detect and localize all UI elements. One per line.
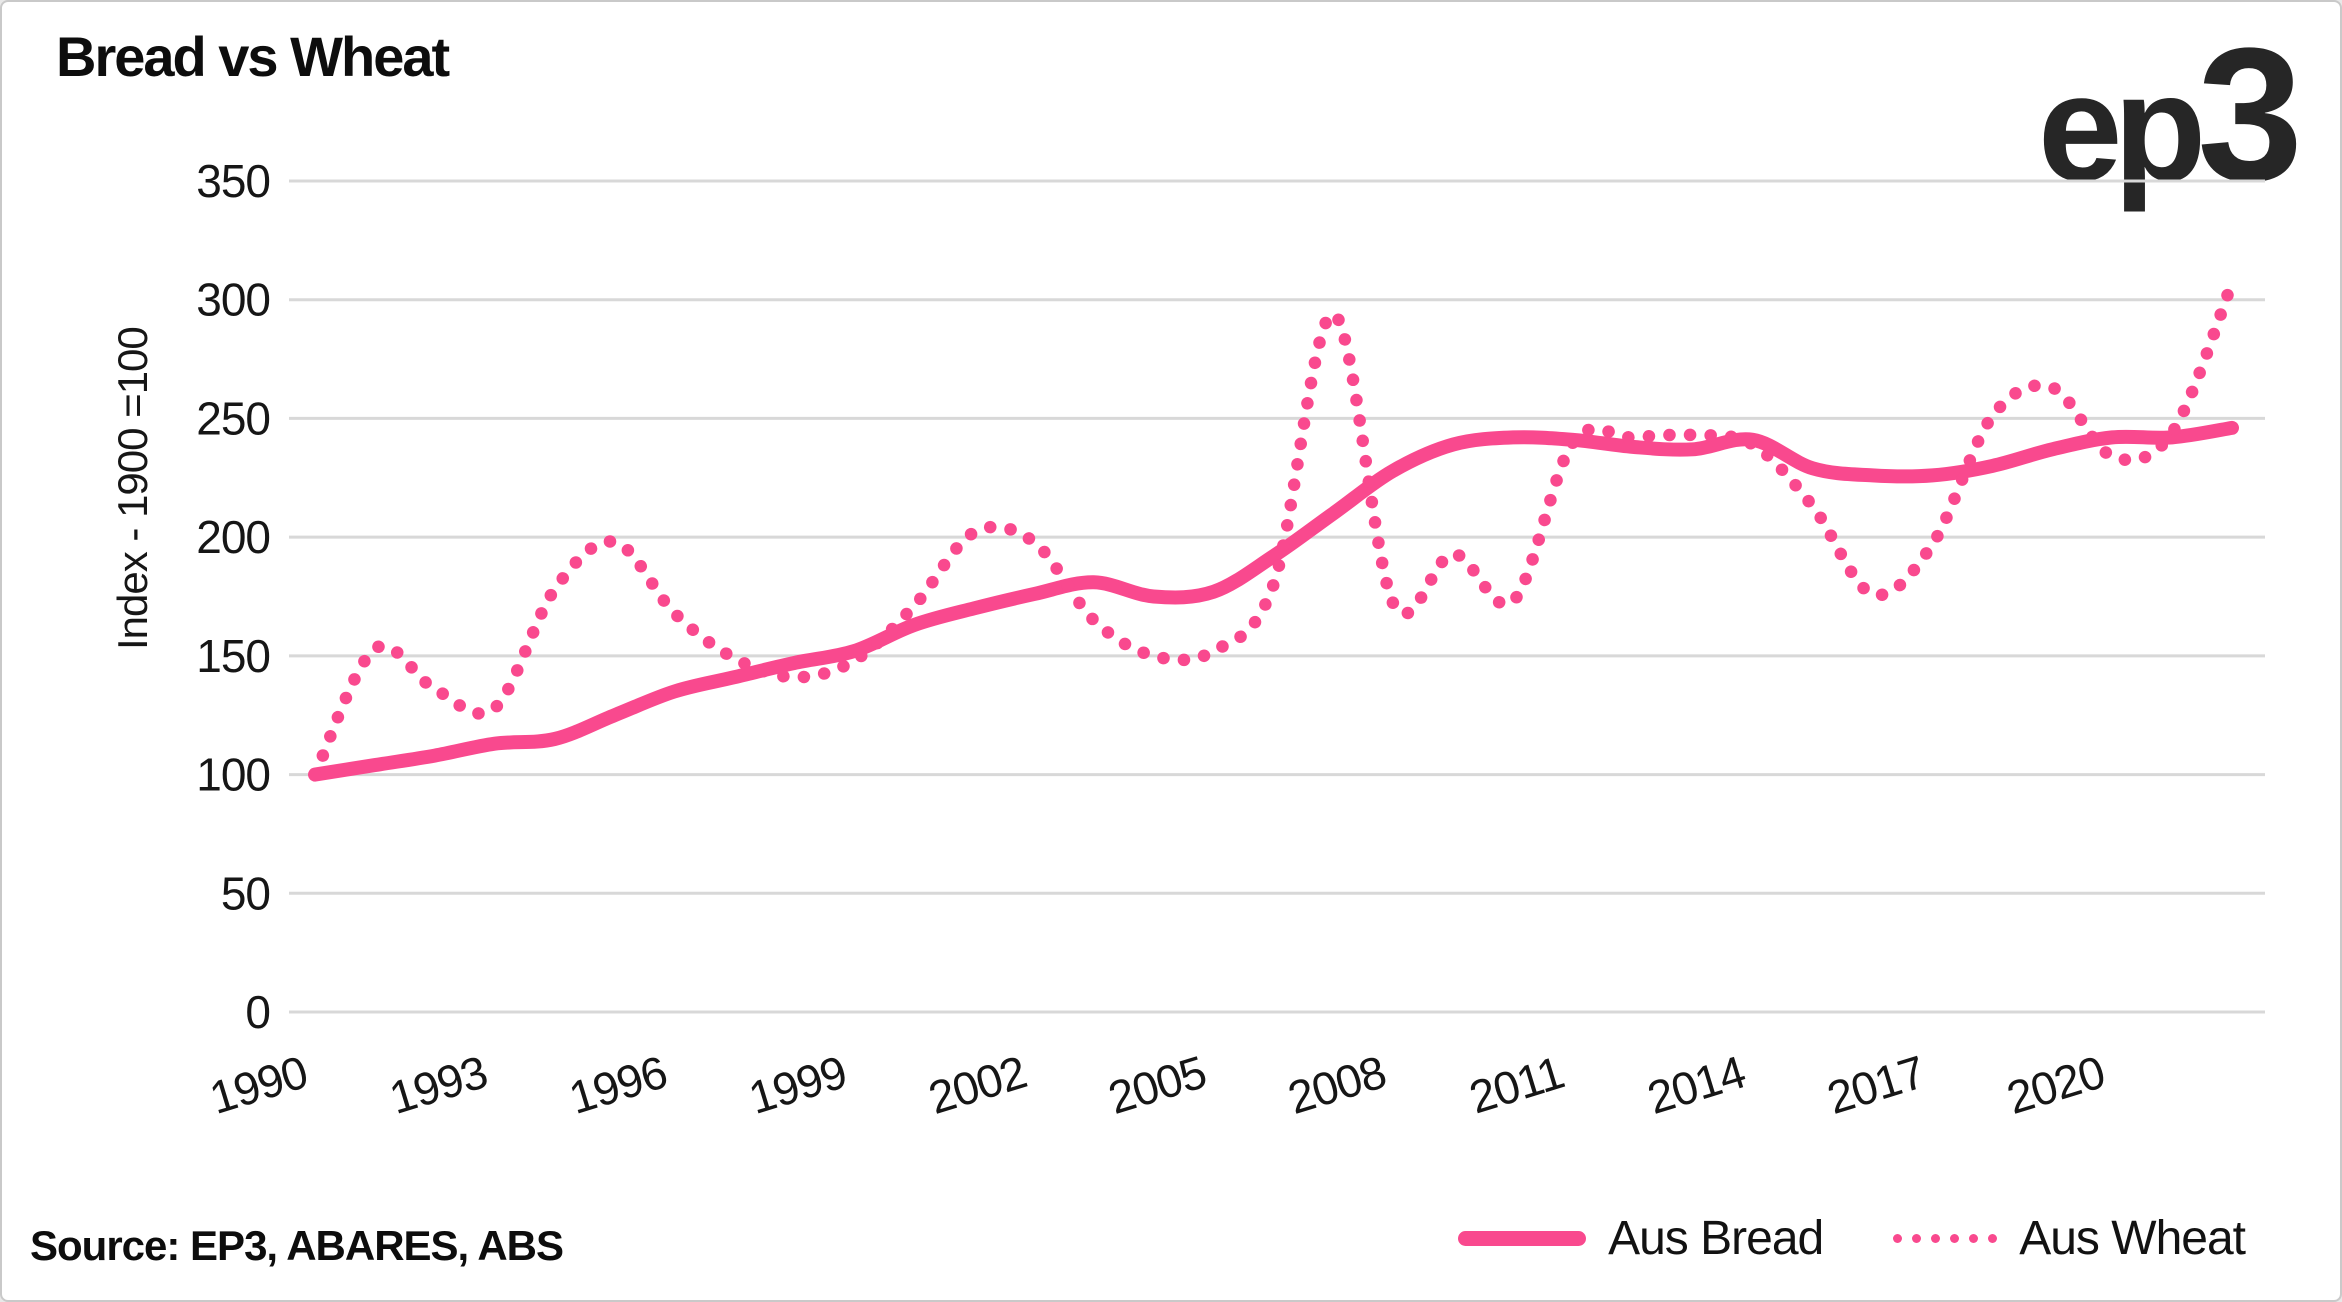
x-tick-label: 2017 xyxy=(1821,1045,1930,1123)
ep3-logo-ep: ep xyxy=(2037,43,2206,213)
chart-title: Bread vs Wheat xyxy=(56,25,450,88)
y-tick-label: 0 xyxy=(245,986,270,1038)
y-tick-label: 350 xyxy=(196,155,270,207)
x-tick-label: 2011 xyxy=(1463,1046,1569,1123)
x-tick-label: 2008 xyxy=(1282,1045,1391,1123)
solid-line-swatch-icon xyxy=(1458,1231,1587,1246)
y-tick-label: 50 xyxy=(221,867,270,919)
wheat-line xyxy=(308,276,2239,781)
x-tick-label: 2020 xyxy=(2001,1045,2110,1123)
legend-item-aus-bread: Aus Bread xyxy=(1458,1211,1824,1266)
legend-item-aus-wheat: Aus Wheat xyxy=(1893,1211,2246,1266)
ep3-logo-3: 3 xyxy=(2197,9,2303,221)
bread-line xyxy=(308,420,2239,782)
x-tick-label: 2005 xyxy=(1102,1045,1211,1123)
x-tick-label: 1990 xyxy=(204,1045,313,1123)
dotted-line-swatch-icon xyxy=(1893,1234,1998,1243)
x-tick-label: 1996 xyxy=(563,1045,672,1123)
ep3-logo: ep3 xyxy=(2037,20,2303,213)
y-tick-label: 300 xyxy=(196,274,270,326)
y-tick-label: 250 xyxy=(196,392,270,444)
legend-label: Aus Wheat xyxy=(2019,1212,2246,1265)
y-tick-label: 200 xyxy=(196,511,270,563)
source-label: Source: EP3, ABARES, ABS xyxy=(30,1222,564,1269)
x-tick-label: 1999 xyxy=(743,1045,852,1123)
y-tick-label: 100 xyxy=(196,749,270,801)
x-tick-label: 2002 xyxy=(923,1045,1032,1123)
legend: Aus Bread Aus Wheat xyxy=(1458,1211,2246,1266)
legend-label: Aus Bread xyxy=(1608,1212,1824,1265)
x-tick-label: 1993 xyxy=(383,1045,492,1123)
y-tick-label: 150 xyxy=(196,630,270,682)
x-tick-label: 2014 xyxy=(1641,1045,1751,1124)
